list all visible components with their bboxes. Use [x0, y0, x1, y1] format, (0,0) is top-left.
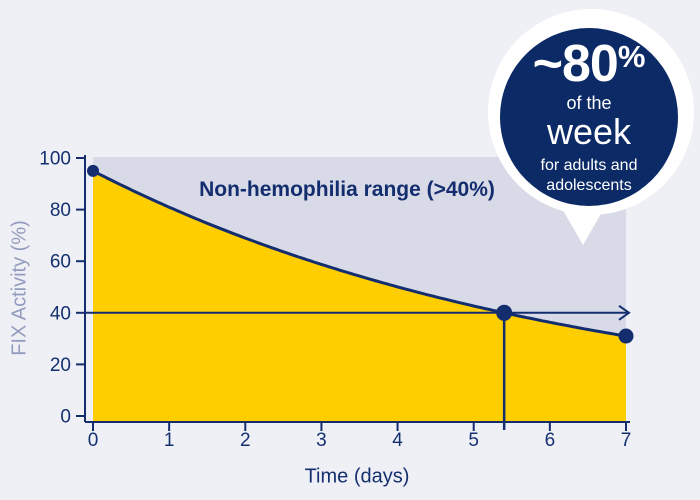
- x-tick-label: 4: [392, 430, 403, 451]
- threshold-arrowhead-icon: [618, 304, 631, 321]
- x-tick-label: 7: [621, 430, 632, 451]
- data-point-dot: [87, 164, 99, 177]
- callout-circle: ~80% of the week for adults and adolesce…: [500, 28, 678, 206]
- y-tick-label: 80: [50, 200, 71, 221]
- x-tick-label: 6: [545, 430, 556, 451]
- data-point-dot: [496, 304, 513, 321]
- x-axis-title: Time (days): [304, 465, 410, 488]
- callout-number: ~80: [532, 35, 619, 94]
- x-tick-label: 2: [240, 430, 251, 451]
- fix-activity-curve: [92, 169, 627, 338]
- callout-line-for-adults: for adults and: [540, 156, 638, 174]
- callout-line-week: week: [546, 110, 632, 152]
- x-tick-label: 5: [468, 430, 479, 451]
- y-axis-title: FIX Activity (%): [8, 220, 31, 356]
- callout-line-of-the: of the: [566, 92, 612, 113]
- y-tick-label: 100: [39, 149, 71, 170]
- x-tick-label: 3: [316, 430, 327, 451]
- y-tick-label: 20: [50, 355, 71, 376]
- callout-line-adolescents: adolescents: [546, 176, 632, 194]
- area-fill-below-curve: [93, 170, 626, 421]
- x-tick-label: 1: [164, 430, 175, 451]
- callout-value: ~80%: [533, 38, 646, 90]
- y-tick-label: 40: [50, 303, 71, 324]
- callout-pointer: [560, 205, 606, 245]
- non-hemophilia-range-label: Non-hemophilia range (>40%): [199, 178, 495, 201]
- y-tick-label: 60: [50, 252, 71, 273]
- data-point-dot: [618, 328, 634, 344]
- y-tick-label: 0: [60, 407, 71, 428]
- percent-sign: %: [617, 39, 646, 75]
- x-tick-label: 0: [88, 430, 99, 451]
